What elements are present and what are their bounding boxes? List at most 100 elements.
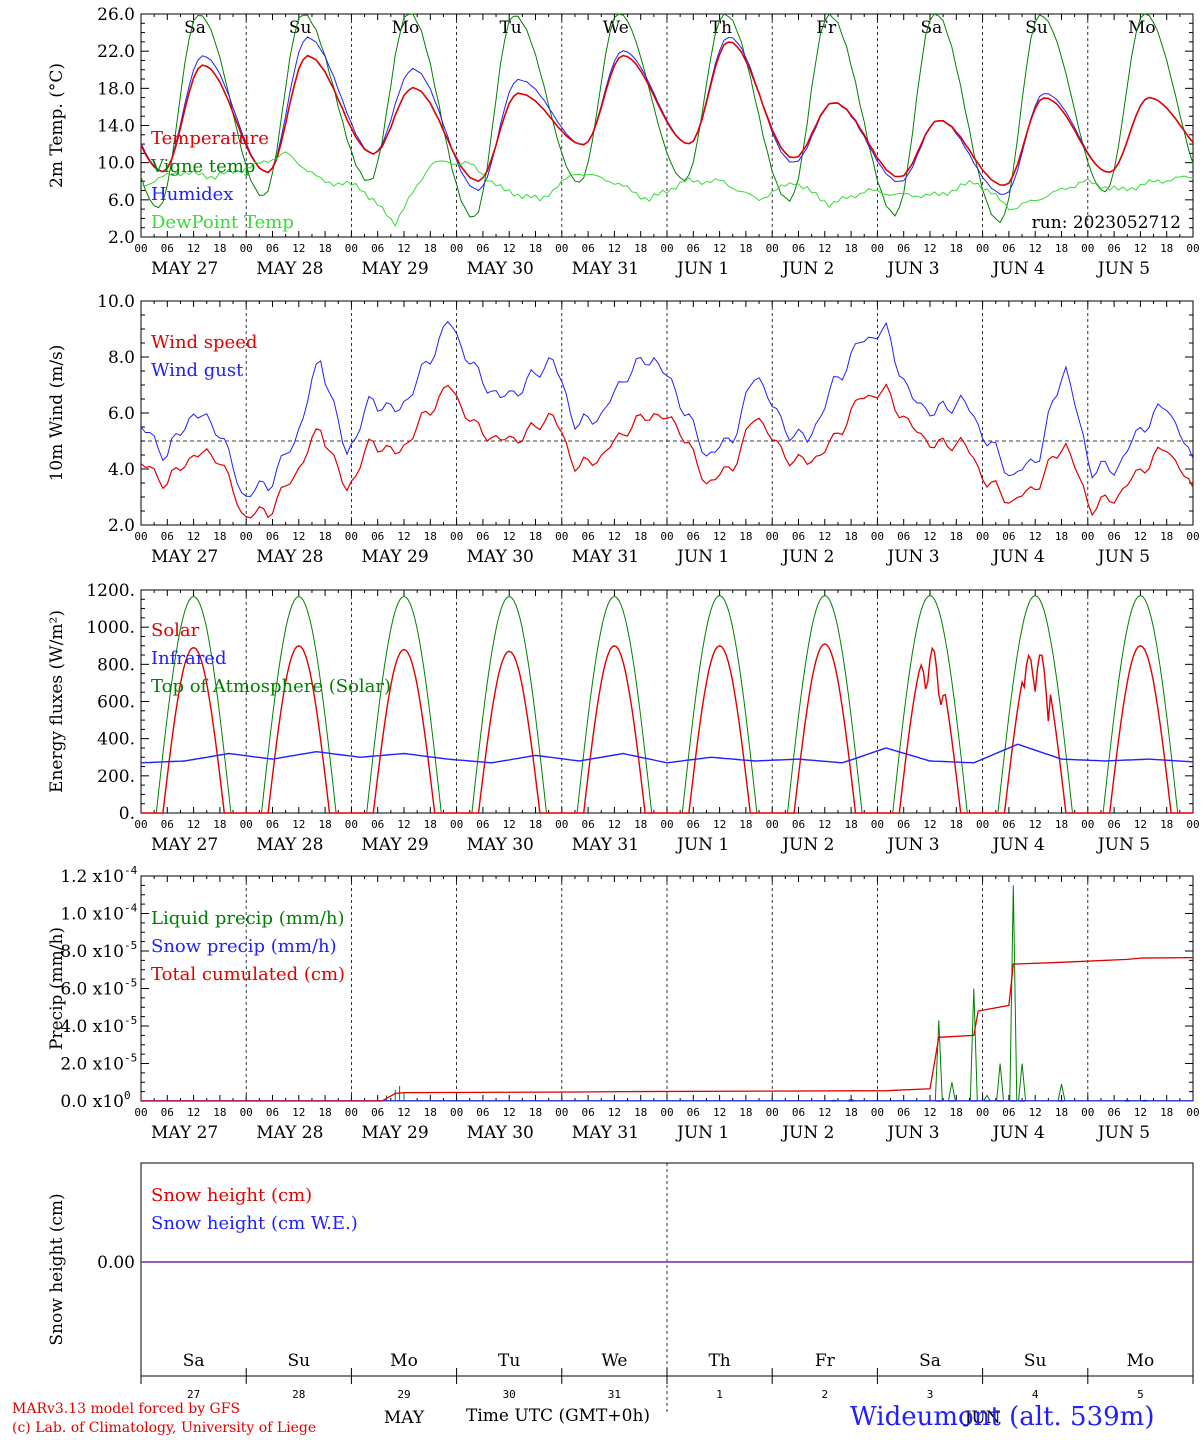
hour-tick-label: 06 [476, 530, 489, 543]
hour-tick-label: 18 [1160, 818, 1173, 831]
hour-tick-label: 06 [476, 1106, 489, 1119]
hour-tick-label: 06 [1002, 818, 1015, 831]
y-tick-label: 200. [97, 767, 135, 787]
hour-tick-label: 12 [1134, 1106, 1147, 1119]
time-axis-title: Time UTC (GMT+0h) [466, 1406, 651, 1426]
hour-tick-label: 18 [950, 530, 963, 543]
y-tick-label: 18.0 [97, 79, 135, 99]
hour-tick-label: 18 [213, 818, 226, 831]
hour-tick-label: 18 [634, 1106, 647, 1119]
hour-tick-label: 00 [134, 530, 147, 543]
hour-tick-label: 12 [923, 1106, 936, 1119]
y-tick-exponent: -5 [124, 939, 137, 952]
hour-tick-label: 12 [1029, 818, 1042, 831]
day-number-label: 2 [821, 1388, 828, 1401]
hour-tick-label: 18 [844, 1106, 857, 1119]
hour-tick-label: 12 [187, 1106, 200, 1119]
hour-tick-label: 00 [871, 818, 884, 831]
hour-tick-label: 12 [187, 242, 200, 255]
day-label: JUN 2 [780, 1123, 834, 1143]
hour-tick-label: 12 [608, 530, 621, 543]
day-label: JUN 4 [991, 259, 1045, 279]
day-label: JUN 2 [780, 835, 834, 855]
day-label: MAY 28 [256, 259, 323, 279]
y-tick-label: 1.0 x10 [60, 905, 124, 925]
hour-tick-label: 00 [660, 1106, 673, 1119]
y-tick-label: 1000. [86, 618, 135, 638]
hour-tick-label: 00 [134, 1106, 147, 1119]
day-number-label: 29 [397, 1388, 410, 1401]
hour-tick-label: 18 [529, 242, 542, 255]
series-wind-speed [140, 383, 1194, 519]
day-label: MAY 30 [467, 1123, 534, 1143]
hour-tick-label: 00 [976, 1106, 989, 1119]
hour-tick-label: 18 [844, 818, 857, 831]
hour-tick-label: 06 [581, 818, 594, 831]
hour-tick-label: 00 [240, 530, 253, 543]
y-axis-label-precip: Precip (mm/h) [47, 927, 67, 1050]
hour-tick-label: 00 [1186, 1106, 1199, 1119]
legend-dewpoint-temp: DewPoint Temp [151, 212, 294, 233]
lab-credit: (c) Lab. of Climatology, University of L… [12, 1420, 317, 1436]
hour-tick-label: 06 [792, 242, 805, 255]
day-label: MAY 30 [467, 259, 534, 279]
hour-tick-label: 18 [318, 1106, 331, 1119]
y-tick-label: 1.2 x10 [60, 867, 124, 887]
weekday-label: Tu [499, 18, 521, 38]
hour-tick-label: 12 [713, 530, 726, 543]
hour-tick-label: 12 [713, 818, 726, 831]
hour-tick-label: 06 [1002, 530, 1015, 543]
day-label: MAY 31 [572, 547, 639, 567]
y-tick-exponent: -5 [124, 1052, 137, 1065]
month-label: JUN [963, 1408, 1001, 1428]
weekday-label: Sa [919, 1351, 941, 1371]
y-tick-exponent: -4 [124, 864, 138, 877]
hour-tick-label: 06 [792, 530, 805, 543]
hour-tick-label: 12 [713, 1106, 726, 1119]
hour-tick-label: 06 [792, 818, 805, 831]
hour-tick-label: 06 [1107, 242, 1120, 255]
y-tick-label: 6.0 [108, 404, 135, 424]
hour-tick-label: 06 [371, 818, 384, 831]
panel-frame-1 [140, 13, 1194, 238]
day-label: MAY 28 [256, 835, 323, 855]
hour-tick-label: 12 [1029, 1106, 1042, 1119]
y-axis-label-energy: Energy fluxes (W/m²) [47, 610, 67, 793]
hour-tick-label: 18 [424, 530, 437, 543]
weekday-label: Su [1024, 1351, 1047, 1371]
hour-tick-label: 06 [581, 242, 594, 255]
month-label: MAY [384, 1408, 425, 1428]
hour-tick-label: 18 [529, 818, 542, 831]
day-label: MAY 29 [361, 835, 428, 855]
hour-tick-label: 00 [976, 818, 989, 831]
hour-tick-label: 18 [634, 818, 647, 831]
hour-tick-label: 06 [161, 530, 174, 543]
hour-tick-label: 06 [581, 1106, 594, 1119]
legend-total-cumulated-cm-: Total cumulated (cm) [151, 964, 345, 985]
day-label: MAY 27 [151, 547, 218, 567]
series-vigne-temp [140, 13, 1194, 224]
hour-tick-label: 12 [397, 242, 410, 255]
day-label: JUN 4 [991, 547, 1045, 567]
y-axis-label-wind: 10m Wind (m/s) [47, 345, 67, 482]
hour-tick-label: 12 [1029, 530, 1042, 543]
model-credit: MARv3.13 model forced by GFS [12, 1401, 241, 1417]
y-tick-label: 22.0 [97, 42, 135, 62]
hour-tick-label: 18 [844, 530, 857, 543]
hour-tick-label: 18 [529, 1106, 542, 1119]
day-label: JUN 1 [675, 259, 729, 279]
day-label: JUN 5 [1096, 547, 1150, 567]
day-label: JUN 3 [885, 835, 939, 855]
hour-tick-label: 06 [687, 530, 700, 543]
hour-tick-label: 18 [213, 1106, 226, 1119]
y-tick-label: 14.0 [97, 117, 135, 137]
day-label: JUN 4 [991, 835, 1045, 855]
day-label: JUN 1 [675, 547, 729, 567]
hour-tick-label: 18 [739, 242, 752, 255]
hour-tick-label: 18 [950, 242, 963, 255]
series-total-cumulated [141, 956, 1194, 1102]
hour-tick-label: 06 [687, 818, 700, 831]
hour-tick-label: 06 [476, 242, 489, 255]
hour-tick-label: 12 [292, 818, 305, 831]
